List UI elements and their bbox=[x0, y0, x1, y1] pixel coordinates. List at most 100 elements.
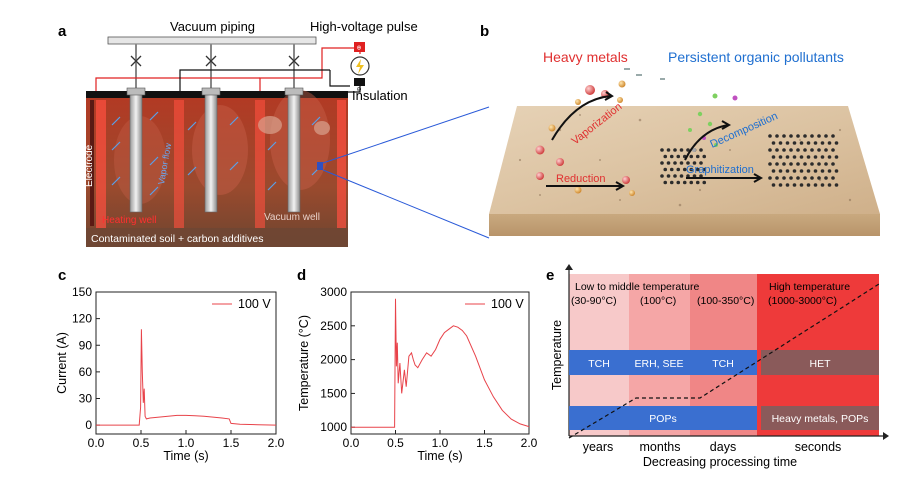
series-line bbox=[351, 298, 530, 428]
y-tick-label: 90 bbox=[79, 338, 93, 352]
carbon-atom bbox=[692, 161, 697, 165]
carbon-atom bbox=[813, 141, 818, 145]
carbon-atom bbox=[785, 155, 790, 159]
target-label: POPs bbox=[649, 413, 676, 425]
temperature-chart: 0.0 0.5 1.0 1.5 2.0 1000 1500 2000 2500 3000 Time … bbox=[297, 285, 538, 463]
method-bar-het bbox=[761, 350, 879, 375]
carbon-atom bbox=[789, 148, 793, 152]
panel-c: c 0.0 0.5 1.0 1.5 2.0 0 30 60 90 120 150 Time (s) Cu… bbox=[55, 267, 285, 463]
band-temperature: (100°C) bbox=[640, 295, 676, 307]
reduction-label: Reduction bbox=[556, 173, 606, 185]
y-tick-label: 1500 bbox=[320, 386, 347, 400]
carbon-atom bbox=[682, 180, 687, 185]
carbon-atom bbox=[689, 180, 694, 185]
band-temperature: (30-90°C) bbox=[571, 295, 617, 307]
x-tick-label: 0.5 bbox=[387, 436, 404, 450]
carbon-atom bbox=[782, 148, 786, 152]
carbon-atom bbox=[679, 174, 684, 178]
carbon-atom bbox=[806, 169, 811, 173]
carbon-atom bbox=[660, 148, 664, 152]
carbon-atom bbox=[768, 176, 772, 180]
carbon-atom bbox=[775, 162, 779, 166]
y-tick-label: 0 bbox=[85, 418, 92, 432]
vacuum-well-tube bbox=[287, 91, 301, 213]
carbon-atom bbox=[827, 183, 832, 187]
carbon-atom bbox=[827, 141, 832, 145]
positive-terminal bbox=[354, 42, 365, 52]
x-tick-label: 1.5 bbox=[476, 436, 493, 450]
carbon-atom bbox=[699, 161, 703, 165]
carbon-atom bbox=[803, 148, 807, 152]
x-tick-label: 2.0 bbox=[268, 436, 285, 450]
insulation-label: Insulation bbox=[352, 88, 408, 103]
carbon-atom bbox=[676, 167, 681, 172]
carbon-atom bbox=[669, 167, 674, 172]
carbon-atom bbox=[768, 134, 772, 138]
y-tick-label: 2000 bbox=[320, 353, 347, 367]
y-arrow-icon bbox=[565, 264, 573, 270]
method-label: HET bbox=[810, 358, 832, 370]
panel-label-c: c bbox=[58, 267, 66, 284]
soil-slab-top bbox=[489, 106, 880, 214]
wells bbox=[126, 87, 304, 213]
band-temperature: (1000-3000°C) bbox=[768, 295, 837, 307]
carbon-atom bbox=[813, 155, 818, 159]
y-tick-label: 2500 bbox=[320, 319, 347, 333]
y-tick-label: 1000 bbox=[320, 420, 347, 434]
panel-b: b bbox=[480, 23, 880, 236]
carbon-atom bbox=[679, 148, 684, 152]
y-tick-label: 3000 bbox=[320, 285, 347, 299]
carbon-atom bbox=[810, 134, 814, 138]
carbon-atom bbox=[789, 162, 793, 166]
carbon-atom bbox=[806, 155, 811, 159]
x-tick-label: 0.0 bbox=[88, 436, 105, 450]
low-temp-header: Low to middle temperature bbox=[575, 281, 699, 293]
carbon-atom bbox=[768, 162, 772, 166]
wires bbox=[95, 47, 361, 93]
well-tube bbox=[204, 91, 218, 213]
carbon-atom bbox=[686, 148, 690, 152]
hv-pulse-label: High-voltage pulse bbox=[310, 19, 418, 34]
carbon-atom bbox=[686, 161, 690, 165]
carbon-atom bbox=[810, 148, 814, 152]
carbon-atom bbox=[669, 180, 674, 185]
temperature-trajectory bbox=[568, 283, 880, 439]
x-tick-label: 0.0 bbox=[343, 436, 360, 450]
heavy-metals-label: Heavy metals bbox=[543, 49, 628, 65]
carbon-atom bbox=[771, 155, 776, 159]
carbon-atom bbox=[771, 169, 776, 173]
hv-pulse-source: ⊕ ⊖ bbox=[350, 42, 370, 93]
sand-texture bbox=[518, 114, 852, 207]
time-scale-label: months bbox=[640, 440, 681, 454]
panel-label-d: d bbox=[297, 267, 306, 284]
plot-frame bbox=[350, 291, 530, 435]
carbon-atom bbox=[799, 169, 804, 173]
carbon-atom bbox=[792, 141, 797, 145]
carbon-atom bbox=[771, 183, 776, 187]
carbon-atom bbox=[813, 169, 818, 173]
carbon-atom bbox=[803, 176, 807, 180]
carbon-atom bbox=[799, 155, 804, 159]
heating-well-label: Heating well bbox=[102, 215, 156, 226]
time-scale-label: days bbox=[710, 440, 736, 454]
panel-label-e: e bbox=[546, 267, 554, 284]
target-bar-het bbox=[761, 406, 879, 430]
pops-label: Persistent organic pollutants bbox=[668, 49, 844, 65]
x-tick-label: 2.0 bbox=[521, 436, 538, 450]
x-axis-label: Time (s) bbox=[417, 449, 462, 463]
carbon-atom bbox=[785, 169, 790, 173]
carbon-atom bbox=[686, 174, 690, 178]
time-scale-label: years bbox=[583, 440, 614, 454]
carbon-atom bbox=[695, 167, 700, 172]
y-tick-label: 150 bbox=[72, 285, 92, 299]
vaporization-arrow bbox=[551, 95, 611, 141]
carbon-atom bbox=[785, 141, 790, 145]
carbon-atom bbox=[796, 148, 800, 152]
carbon-atom bbox=[663, 154, 668, 159]
carbon-atom bbox=[669, 154, 674, 159]
graphene-dots bbox=[660, 134, 839, 187]
soil-slab-front bbox=[489, 214, 880, 236]
method-label: TCH bbox=[712, 358, 734, 370]
carbon-atom bbox=[679, 161, 684, 165]
